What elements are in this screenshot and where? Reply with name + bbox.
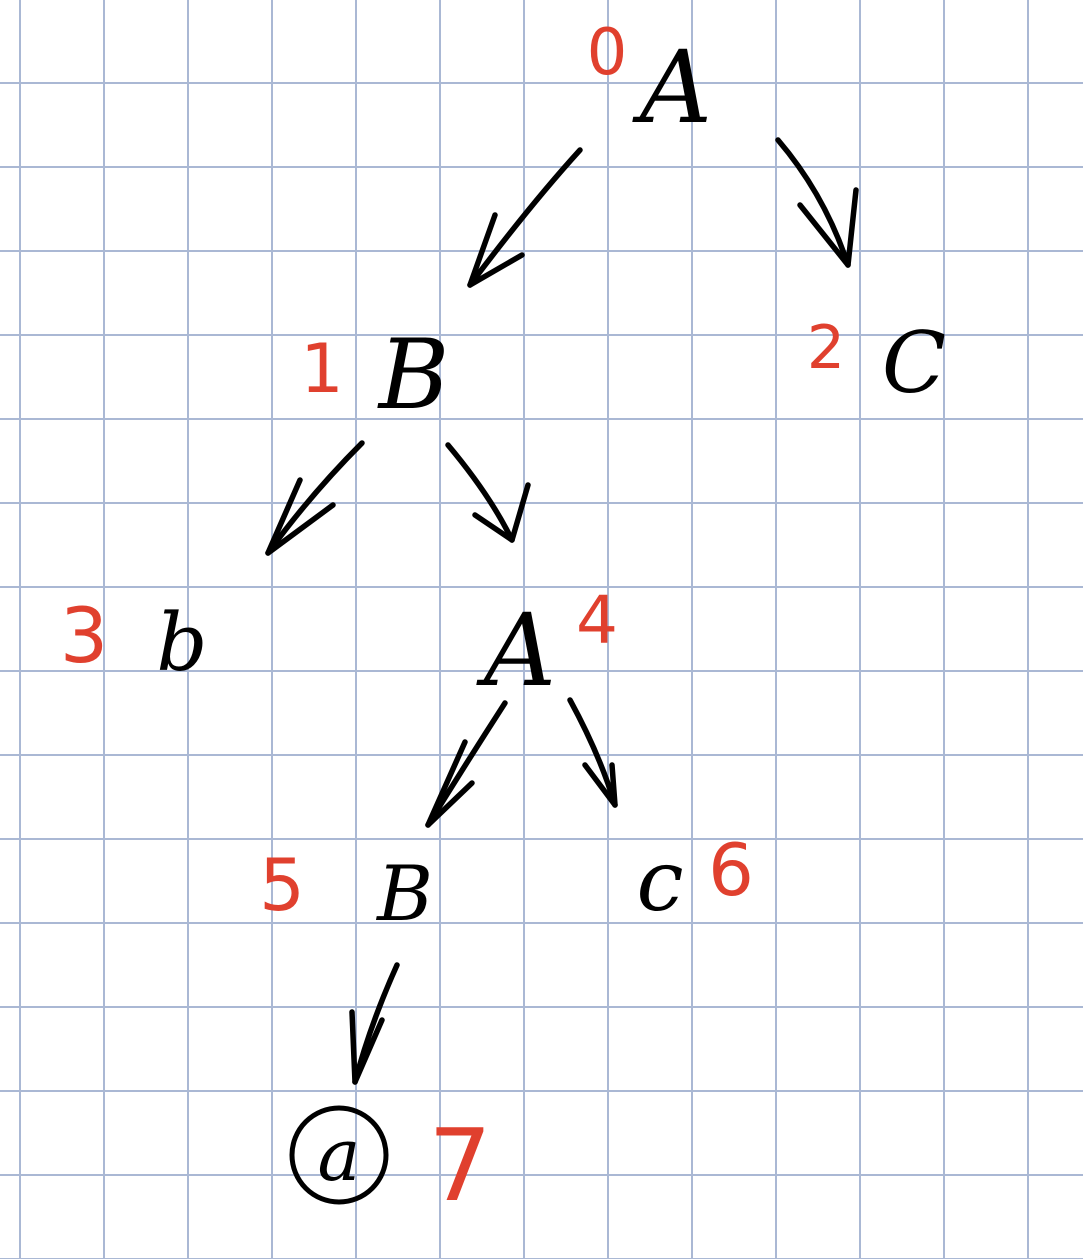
node-label-root-a: A [632,29,712,146]
node-label-c-lower: c [636,832,683,930]
edge-a-to-c-lower [567,697,618,808]
order-number-4: 4 [576,582,618,659]
edge-b-to-a-circled [349,962,400,1085]
node-label-b: B [377,319,450,431]
node-label-b-lower: B [375,849,433,938]
edge-a-to-b [467,147,583,288]
node-label-a-middle: A [476,592,556,709]
edge-b-to-b-small [265,440,365,556]
order-number-5: 5 [259,843,305,927]
edge-a-to-b-lower [425,700,508,828]
node-label-a-circled: a [318,1113,361,1197]
node-label-b-small: b [156,596,207,689]
order-number-7: 7 [428,1107,492,1224]
edge-a-to-c [775,137,859,268]
circle-mark [289,1105,389,1205]
order-number-3: 3 [60,591,108,680]
tree-edges [265,137,859,1085]
order-number-1: 1 [300,330,343,409]
order-numbers: 0 1 2 3 4 5 6 7 [60,16,845,1224]
order-number-2: 2 [807,313,845,383]
tree-nodes: A B C b A B c a [156,29,946,1205]
edge-b-to-a [445,442,531,543]
order-number-6: 6 [708,828,754,912]
node-label-c: C [882,314,946,412]
node-a-circled: a [289,1105,389,1205]
order-number-0: 0 [587,16,628,90]
